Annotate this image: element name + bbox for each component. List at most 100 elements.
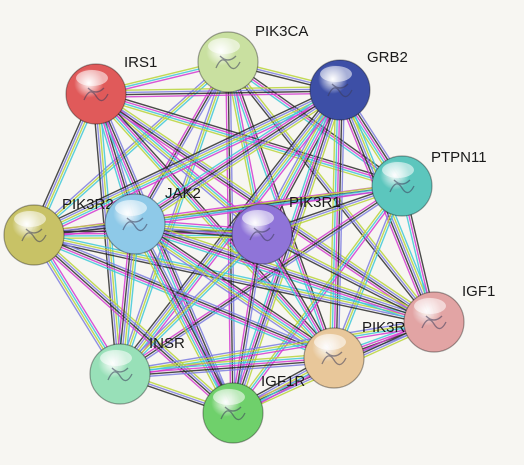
edge-line (137, 93, 343, 229)
edge-line (119, 233, 263, 375)
edge-line (94, 94, 334, 360)
edge-line (335, 186, 405, 360)
edge-line (35, 232, 236, 412)
edge-line (132, 227, 332, 363)
edge-line (98, 92, 237, 412)
edge-line (33, 237, 434, 326)
edge-line (119, 352, 334, 371)
protein-structure-icon (421, 315, 447, 330)
edge-line (328, 89, 337, 358)
edge-line (261, 233, 435, 323)
edge-line (96, 92, 341, 98)
edge-line (119, 357, 335, 375)
node-highlight (14, 211, 46, 227)
edge-line (136, 219, 436, 319)
edge-line (134, 89, 341, 225)
edge-line (94, 96, 402, 190)
edge-line (121, 235, 265, 377)
edge-PIK3R1-IGF1R (230, 233, 265, 414)
node-label: PIK3CA (255, 23, 308, 40)
edge-line (134, 223, 234, 414)
edge-line (32, 87, 340, 234)
edge-line (34, 233, 435, 322)
edge-GRB2-PIK3R2 (31, 85, 343, 240)
edge-GRB2-JAK2 (132, 85, 343, 229)
node-label: PIK3R2 (62, 196, 114, 213)
node-ptpn11[interactable]: PTPN11 (371, 149, 487, 217)
node-pik3r1[interactable]: PIK3R1 (231, 194, 341, 265)
node-grb2[interactable]: GRB2 (309, 49, 408, 121)
edge-line (119, 185, 403, 375)
node-jak2[interactable]: JAK2 (104, 185, 201, 255)
edge-line (132, 60, 227, 224)
edge-line (135, 91, 342, 227)
node-igf1[interactable]: IGF1 (403, 283, 495, 353)
protein-structure-icon (215, 55, 241, 70)
protein-structure-icon (21, 228, 47, 243)
edge-JAK2-PIK3R3 (132, 219, 337, 363)
edge-GRB2-PIK3R3 (328, 89, 346, 359)
node-pik3r3[interactable]: PIK3R (303, 319, 406, 389)
edge-line (119, 355, 334, 373)
protein-structure-icon (249, 227, 275, 242)
edge-line (95, 94, 402, 188)
edge-line (232, 233, 263, 414)
edge-PIK3R2-PIK3R3 (32, 231, 336, 362)
edge-line (230, 184, 401, 413)
node-highlight (115, 200, 147, 216)
edge-line (33, 235, 434, 324)
node-highlight (100, 350, 132, 366)
protein-structure-icon (83, 87, 109, 102)
edge-line (95, 88, 340, 94)
node-pik3ca[interactable]: PIK3CA (197, 23, 308, 93)
node-label: JAK2 (165, 185, 201, 202)
edge-PIK3R2-IGF1R (31, 232, 236, 416)
node-label: IGF1 (462, 283, 495, 300)
edge-line (133, 227, 433, 327)
edge-line (31, 236, 232, 416)
edge-line (133, 87, 340, 223)
node-label: IGF1R (261, 373, 305, 390)
edge-line (227, 61, 335, 359)
edge-line (135, 221, 336, 357)
edge-line (130, 225, 230, 416)
edge-line (335, 90, 343, 359)
edge-PIK3R2-IGF1 (33, 231, 435, 326)
node-highlight (414, 298, 446, 314)
edge-line (227, 61, 435, 323)
node-highlight (382, 162, 414, 178)
protein-structure-icon (107, 367, 133, 382)
edge-line (134, 183, 402, 223)
node-insr[interactable]: INSR (89, 335, 185, 405)
edge-line (132, 224, 232, 415)
node-highlight (242, 210, 274, 226)
node-highlight (76, 70, 108, 86)
node-highlight (208, 38, 240, 54)
edge-line (134, 223, 335, 359)
edge-line (32, 237, 334, 362)
edge-line (132, 85, 338, 221)
edge-line (34, 233, 335, 358)
edge-line (97, 91, 337, 357)
edge-line (32, 235, 233, 415)
protein-structure-icon (220, 406, 246, 421)
edge-PIK3R1-IGF1 (260, 231, 436, 325)
node-highlight (314, 334, 346, 350)
edge-line (137, 219, 337, 355)
node-irs1[interactable]: IRS1 (65, 54, 157, 125)
node-igf1r[interactable]: IGF1R (202, 373, 305, 444)
edge-line (34, 233, 235, 413)
edge-PIK3R3-INSR (119, 352, 335, 380)
edge-line (136, 222, 236, 413)
edge-line (34, 91, 342, 238)
edge-line (119, 320, 434, 374)
edge-line (34, 231, 336, 356)
edge-line (333, 185, 403, 359)
edge-line (260, 235, 434, 325)
edge-line (120, 322, 435, 376)
edge-line (96, 92, 403, 186)
edge-line (117, 231, 261, 373)
edge-line (35, 93, 343, 240)
node-pik3r2[interactable]: PIK3R2 (3, 196, 114, 266)
